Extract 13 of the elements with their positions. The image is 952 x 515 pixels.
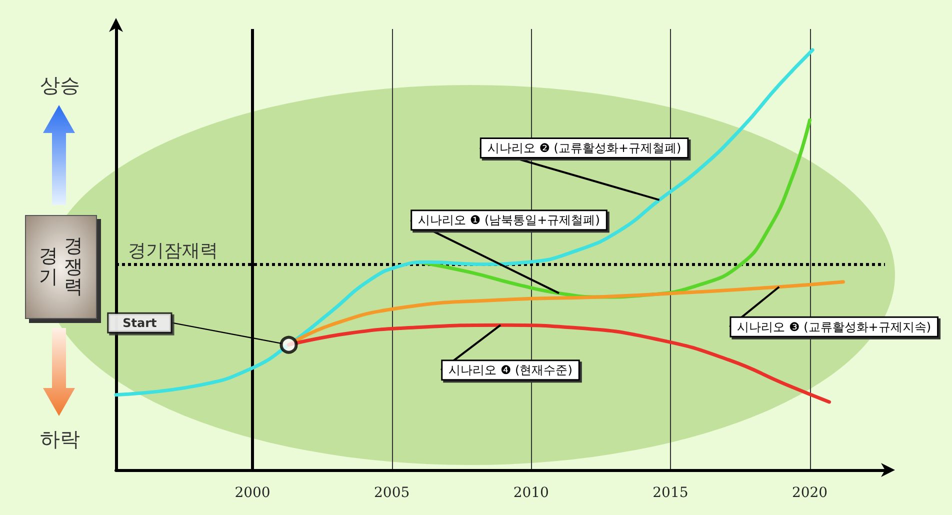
x-tick-label: 2005 <box>374 485 410 501</box>
x-tick-label: 2010 <box>513 485 549 501</box>
x-tick-label: 2015 <box>652 485 688 501</box>
ref-line-label: 경기잠재력 <box>128 240 218 262</box>
text: 상승 <box>39 72 81 99</box>
text: 시나리오 ❶ (남북통일+규제철폐) <box>418 213 600 228</box>
series-label: 시나리오 ❷ (교류활성화+규제철폐) <box>487 140 682 155</box>
annotation: Start <box>122 316 157 330</box>
text: 시나리오 ❹ (현재수준) <box>448 363 572 378</box>
text: 시나리오 ❸ (교류활성화+규제지속) <box>737 320 932 334</box>
text: 하락 <box>39 426 81 453</box>
x-tick-label: 2020 <box>792 485 828 501</box>
x-tick-label: 2000 <box>234 485 270 501</box>
